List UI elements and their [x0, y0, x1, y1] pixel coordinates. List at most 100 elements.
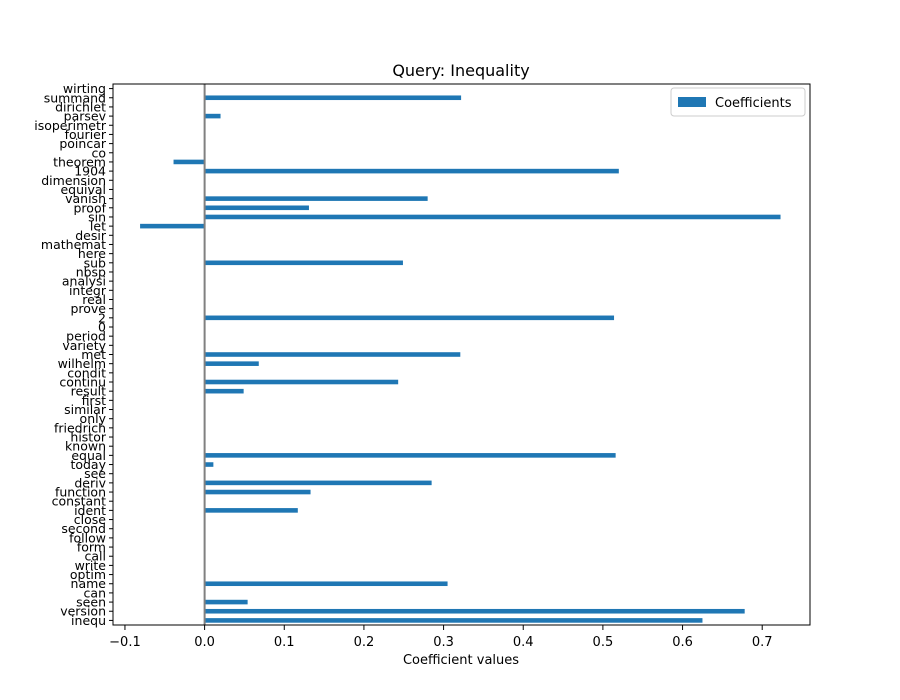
legend-swatch [678, 97, 706, 107]
legend: Coefficients [670, 87, 806, 117]
y-tick-label: dirichlet [55, 99, 106, 114]
y-tick-label: let [90, 219, 106, 234]
y-tick-label: 1904 [74, 164, 106, 179]
y-tick-label: 2 [98, 310, 106, 325]
y-tick-label: function [55, 485, 106, 500]
bar-equal [204, 453, 616, 458]
y-tick-label: only [80, 411, 107, 426]
y-tick-label: mathemat [41, 237, 106, 252]
bar-theorem [173, 159, 205, 165]
y-tick-label: analysi [62, 274, 106, 289]
bar-parsev [204, 113, 221, 119]
y-tick-label: friedrich [54, 420, 106, 435]
bar-result [204, 388, 244, 394]
y-tick-label: wilhelm [58, 356, 106, 371]
y-tick-label: seen [76, 595, 106, 610]
bar-summand [204, 95, 462, 101]
x-tick-label: 0.0 [194, 635, 215, 650]
bar-vanish [204, 196, 428, 201]
y-tick-label: deriv [74, 475, 106, 490]
y-tick-label: close [74, 512, 107, 527]
y-tick-label: variety [62, 338, 106, 353]
y-tick-label: vanish [65, 191, 106, 206]
y-tick-label: histor [70, 430, 106, 445]
y-tick-label: dimension [41, 173, 106, 188]
legend-label: Coefficients [715, 96, 792, 111]
y-tick-label: name [71, 576, 107, 591]
bar-met [204, 352, 461, 357]
y-tick-label: proof [74, 200, 107, 215]
bar-version [204, 608, 745, 614]
y-tick-label: theorem [53, 154, 106, 169]
bar-today [204, 462, 214, 467]
y-tick-label: known [65, 439, 106, 454]
y-tick-label: prove [70, 301, 106, 316]
y-tick-label: today [70, 457, 106, 472]
x-tick-label: 0.1 [274, 635, 295, 650]
y-tick-label: poincar [59, 136, 107, 151]
y-tick-label: optim [70, 567, 106, 582]
x-tick-label: 0.4 [513, 635, 534, 650]
y-tick-label: see [84, 466, 106, 481]
y-tick-label: write [75, 558, 107, 573]
bar-sin [204, 214, 781, 220]
y-tick-label: first [82, 393, 107, 408]
y-tick-label: equal [71, 448, 106, 463]
y-tick-label: real [82, 292, 106, 307]
y-tick-label: equival [60, 182, 106, 197]
y-tick-label: sub [84, 255, 106, 270]
bar-sub [204, 260, 403, 266]
bar-1904 [204, 168, 619, 174]
y-tick-label: parsev [64, 109, 107, 124]
bar-inequ [204, 618, 703, 623]
y-tick-label: condit [67, 365, 106, 380]
y-axis: inequversionseencannameoptimwritecallfor… [34, 81, 113, 628]
y-tick-label: wirting [63, 81, 106, 96]
y-tick-label: ident [74, 503, 106, 518]
y-tick-label: fourier [65, 127, 107, 142]
x-tick-label: 0.5 [593, 635, 614, 650]
bar-seen [204, 599, 248, 605]
bar-proof [204, 205, 309, 211]
bar-name [204, 581, 448, 587]
y-tick-label: here [78, 246, 106, 261]
x-tick-label: 0.2 [354, 635, 375, 650]
x-tick-label: 0.7 [752, 635, 773, 650]
bar-2 [204, 315, 615, 321]
y-tick-label: continu [59, 375, 106, 390]
y-tick-label: met [81, 347, 106, 362]
y-tick-label: can [84, 585, 106, 600]
chart-title: Query: Inequality [392, 61, 529, 80]
bar-deriv [204, 480, 432, 486]
x-tick-label: −0.1 [109, 635, 141, 650]
y-tick-label: summand [44, 90, 106, 105]
y-tick-label: second [61, 521, 106, 536]
x-tick-label: 0.3 [433, 635, 454, 650]
legend-frame [670, 87, 806, 117]
bar-ident [204, 508, 298, 513]
y-tick-label: similar [64, 402, 107, 417]
y-tick-label: sin [88, 209, 106, 224]
y-tick-label: inequ [71, 613, 106, 628]
x-tick-label: 0.6 [672, 635, 693, 650]
x-axis: −0.1 0.0 0.1 0.2 0.3 0.4 0.5 0.6 0.7 [109, 625, 773, 650]
y-tick-label: result [71, 384, 106, 399]
x-axis-label: Coefficient values [403, 653, 519, 668]
bar-function [204, 489, 311, 495]
y-tick-label: isoperimetr [34, 118, 107, 133]
y-tick-label: period [66, 329, 106, 344]
y-tick-label: follow [69, 530, 106, 545]
bar-let [140, 223, 205, 229]
y-tick-label: desir [75, 228, 107, 243]
y-tick-label: call [85, 549, 106, 564]
y-tick-label: co [91, 145, 106, 160]
y-tick-label: integr [69, 283, 107, 298]
bar-continu [204, 379, 399, 385]
bars-layer [140, 95, 781, 623]
y-tick-label: version [60, 604, 106, 619]
y-tick-label: nbsp [76, 264, 106, 279]
bar-wilhelm [204, 361, 259, 366]
y-tick-label: 0 [98, 319, 106, 334]
y-tick-label: form [77, 540, 106, 555]
